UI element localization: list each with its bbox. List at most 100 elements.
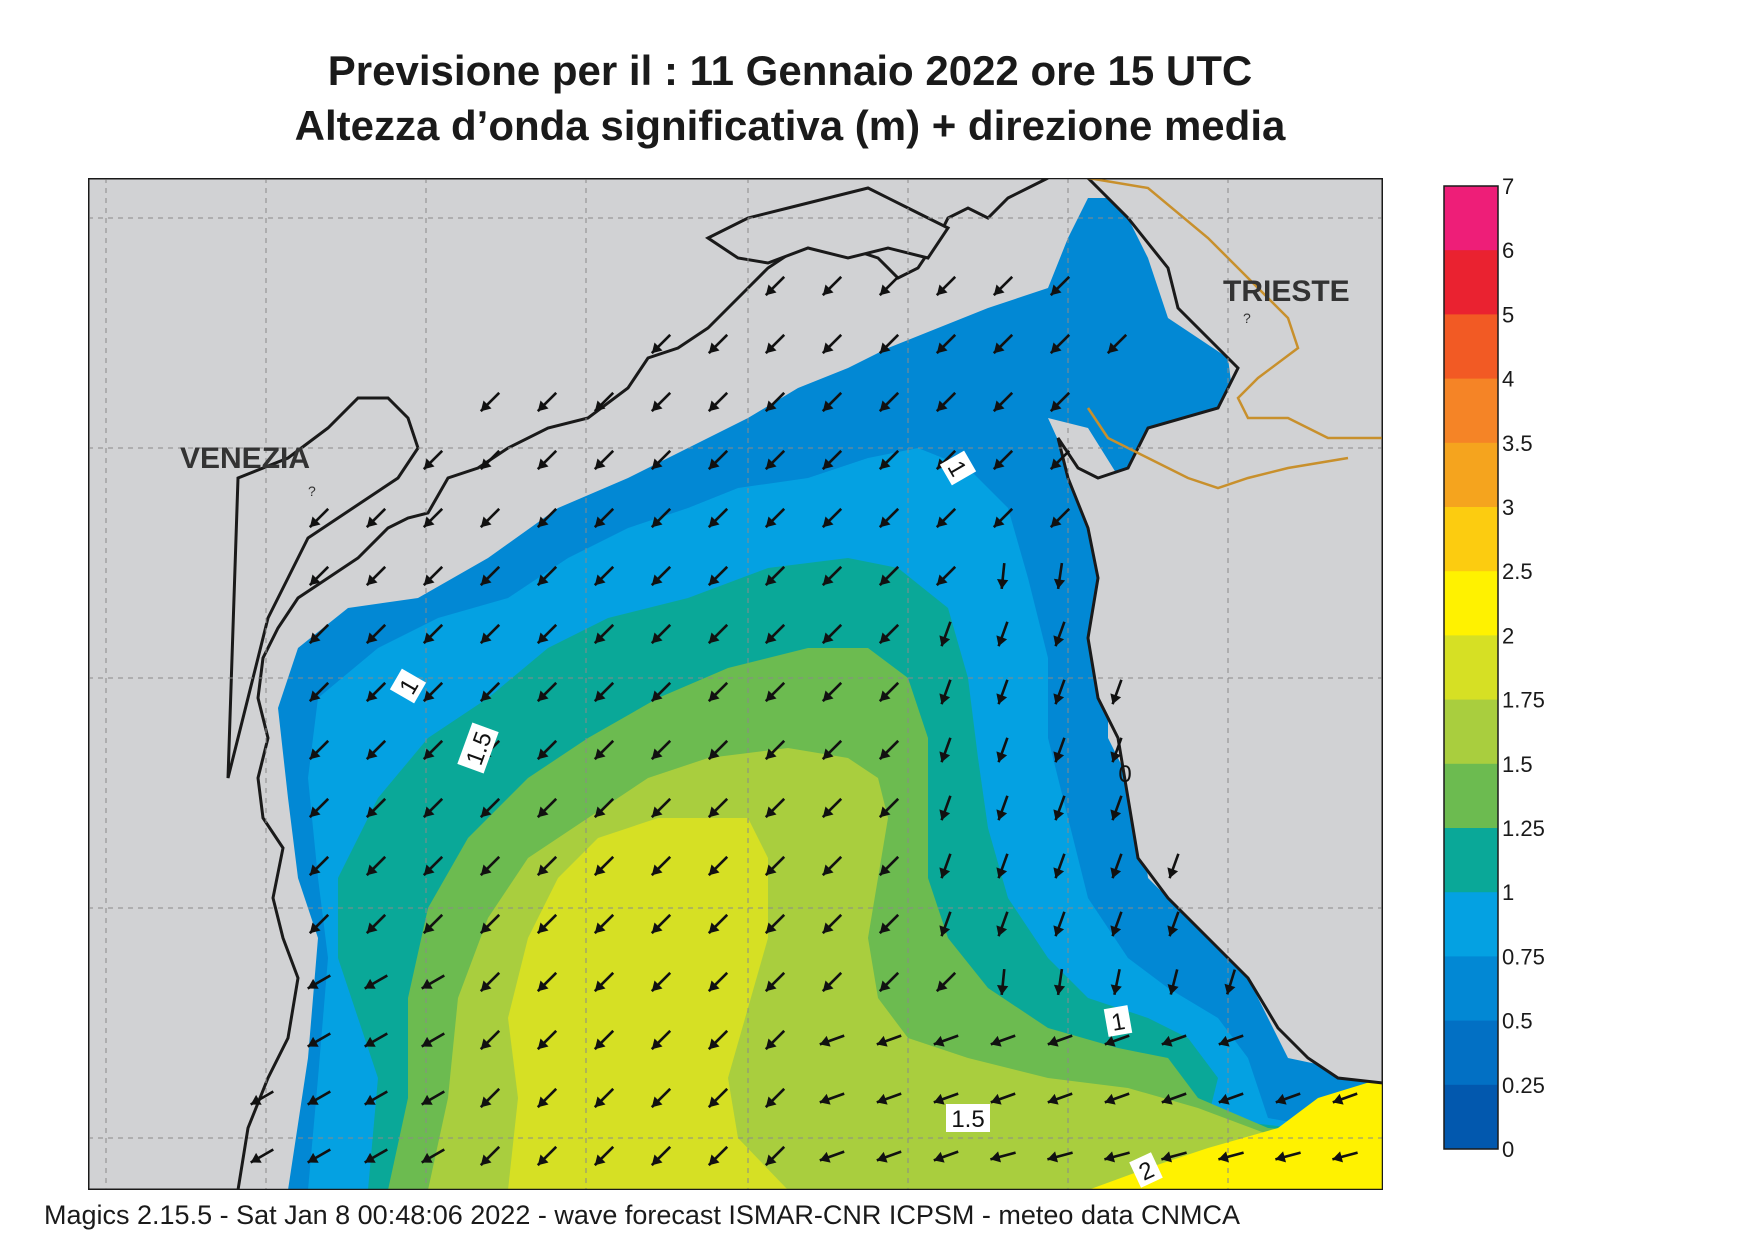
wave-arrow-head xyxy=(421,1036,433,1047)
wave-arrow-head xyxy=(936,284,948,296)
wave-arrow-head xyxy=(307,1152,319,1163)
wave-arrow-head xyxy=(822,516,834,528)
wave-arrow-head xyxy=(594,574,606,586)
wave-arrow-head xyxy=(993,516,1005,528)
wave-arrow-head xyxy=(651,922,663,934)
wave-arrow-head xyxy=(879,574,891,586)
wave-arrow-head xyxy=(309,690,321,702)
wave-arrow-head xyxy=(1161,1093,1173,1105)
wave-arrow-head xyxy=(879,980,891,992)
wave-arrow-head xyxy=(879,400,891,412)
wave-arrow-head xyxy=(933,1093,945,1105)
legend-tick-label: 1 xyxy=(1502,880,1514,905)
wave-arrow-head xyxy=(708,864,720,876)
wave-arrow-head xyxy=(480,1038,492,1050)
sea-zone-2.5 xyxy=(1088,1078,1383,1190)
wave-arrow-head xyxy=(594,806,606,818)
wave-arrow-head xyxy=(1053,693,1065,705)
wave-arrow-head xyxy=(480,1154,492,1166)
wave-arrow-head xyxy=(594,458,606,470)
wave-arrow-head xyxy=(364,1036,376,1047)
legend-swatch xyxy=(1444,1084,1498,1150)
wave-arrow-head xyxy=(993,342,1005,354)
wave-arrow-head xyxy=(309,806,321,818)
wave-arrow-head xyxy=(366,516,378,528)
wave-arrow-head xyxy=(1053,578,1066,589)
wave-arrow-head xyxy=(879,284,891,296)
wave-arrow-head xyxy=(594,400,606,412)
wave-arrow-head xyxy=(480,690,492,702)
wave-arrow-head xyxy=(822,806,834,818)
legend-tick-label: 1.75 xyxy=(1502,688,1545,713)
wave-arrow-head xyxy=(765,1096,777,1108)
wave-arrow-head xyxy=(936,574,948,586)
wave-arrow-head xyxy=(480,864,492,876)
wave-arrow-head xyxy=(993,400,1005,412)
map-subtitle: Altezza d’onda significativa (m) + direz… xyxy=(294,102,1286,149)
wave-arrow-head xyxy=(651,690,663,702)
legend-tick-label: 5 xyxy=(1502,302,1514,327)
wave-arrow-head xyxy=(996,635,1008,647)
wave-arrow-head xyxy=(765,574,777,586)
wave-arrow-head xyxy=(879,516,891,528)
wave-arrow-head xyxy=(309,864,321,876)
wave-arrow-head xyxy=(651,748,663,760)
map-title: Previsione per il : 11 Gennaio 2022 ore … xyxy=(327,47,1253,94)
wave-arrow-head xyxy=(594,632,606,644)
wave-arrow-head xyxy=(1050,284,1062,296)
wave-arrow-head xyxy=(708,1038,720,1050)
legend-swatch xyxy=(1444,571,1498,636)
wave-arrow-head xyxy=(309,574,321,586)
wave-arrow-head xyxy=(651,400,663,412)
wave-arrow-head xyxy=(366,864,378,876)
contour-label-1-southeast: 1 xyxy=(1109,1008,1127,1037)
wave-arrow-head xyxy=(366,690,378,702)
legend-swatch xyxy=(1444,699,1498,765)
wave-arrow-head xyxy=(307,978,319,989)
wave-arrow-head xyxy=(366,574,378,586)
wave-arrow-head xyxy=(651,458,663,470)
wave-arrow-head xyxy=(996,693,1008,705)
legend-swatch xyxy=(1444,956,1498,1022)
wave-arrow-head xyxy=(708,690,720,702)
wave-arrow-head xyxy=(651,342,663,354)
wave-arrow-head xyxy=(480,922,492,934)
wave-arrow-head xyxy=(765,980,777,992)
wave-arrow-head xyxy=(1047,1093,1059,1105)
wave-arrow-head xyxy=(939,635,951,647)
wave-arrow-head xyxy=(1053,867,1065,879)
wave-arrow-head xyxy=(939,809,951,821)
wave-arrow-head xyxy=(537,574,549,586)
wave-arrow-head xyxy=(822,458,834,470)
wave-arrow-head xyxy=(819,1093,831,1105)
wave-arrow-head xyxy=(708,574,720,586)
legend-tick-label: 4 xyxy=(1502,367,1514,392)
wave-arrow-head xyxy=(939,751,951,763)
wave-arrow-head xyxy=(594,1154,606,1166)
wave-arrow-head xyxy=(537,806,549,818)
wave-arrow-head xyxy=(1053,925,1065,937)
wave-arrow-head xyxy=(537,632,549,644)
wave-arrow-head xyxy=(1047,1151,1058,1163)
wave-arrow-head xyxy=(879,748,891,760)
legend-tick-label: 0 xyxy=(1502,1137,1514,1158)
wave-arrow-head xyxy=(1104,1093,1116,1105)
wave-arrow-head xyxy=(1167,984,1179,995)
contour-label-0-east: 0 xyxy=(1118,761,1131,788)
wave-arrow-head xyxy=(993,284,1005,296)
wave-arrow-head xyxy=(765,516,777,528)
wave-arrow-head xyxy=(879,690,891,702)
wave-arrow-head xyxy=(765,458,777,470)
wave-arrow-head xyxy=(822,284,834,296)
legend-tick-label: 6 xyxy=(1502,238,1514,263)
legend-tick-label: 3 xyxy=(1502,495,1514,520)
wave-arrow-head xyxy=(1104,1035,1116,1047)
wave-arrow-head xyxy=(423,458,435,470)
wave-arrow-head xyxy=(708,342,720,354)
wave-arrow-head xyxy=(651,574,663,586)
wave-arrow-head xyxy=(936,516,948,528)
wave-arrow-head xyxy=(708,980,720,992)
wave-arrow-head xyxy=(537,690,549,702)
wave-arrow-head xyxy=(537,1096,549,1108)
wave-arrow-head xyxy=(822,574,834,586)
